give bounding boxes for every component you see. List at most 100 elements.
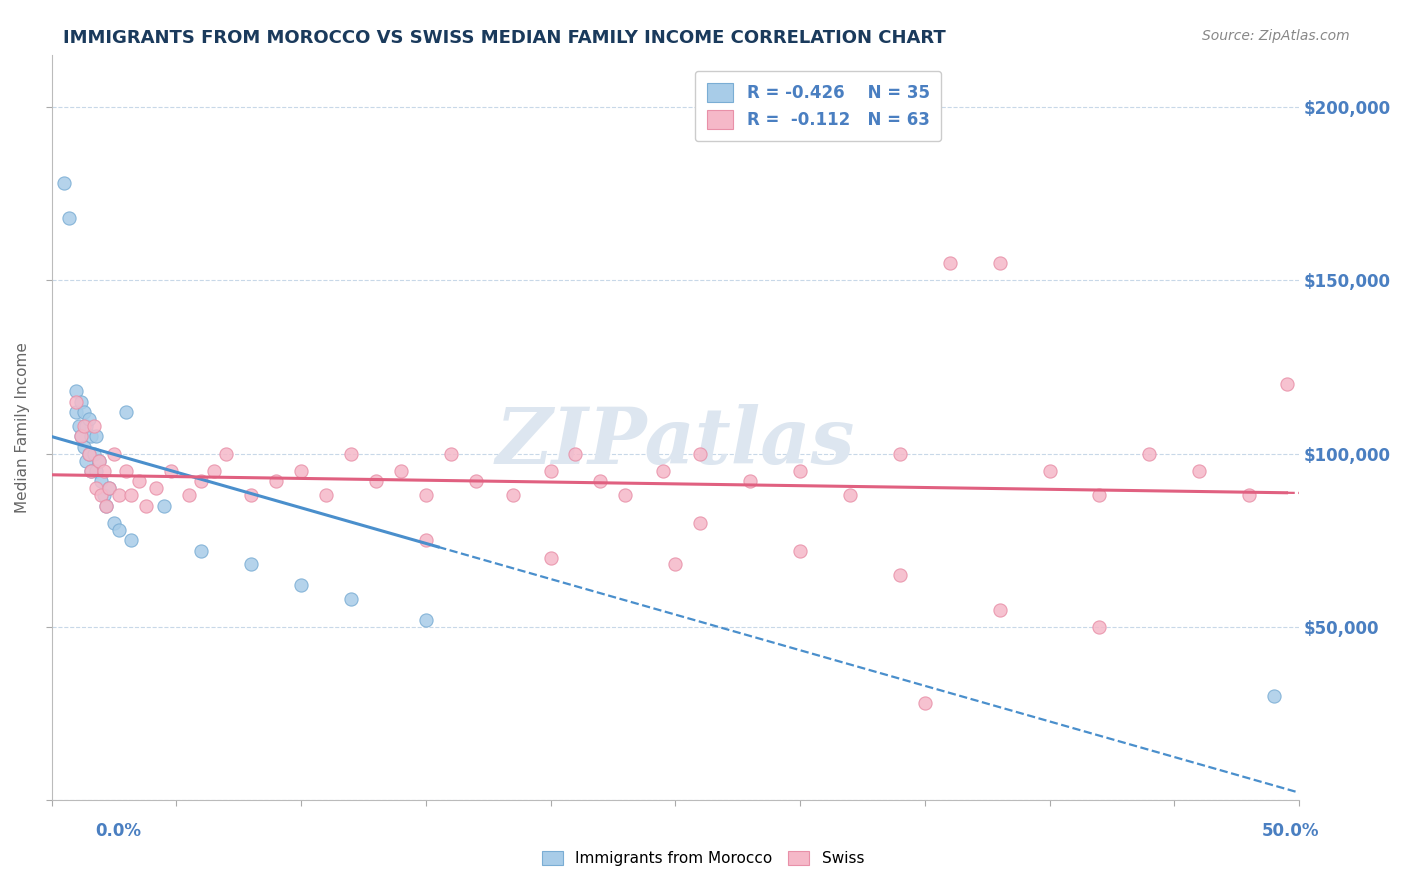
Point (115, 405, 138, 419)
Point (83, 418, 105, 433)
Point (80, 429, 103, 443)
Point (160, 464, 183, 478)
Point (70, 429, 93, 443)
Point (53, 177, 76, 191)
Point (315, 488, 337, 502)
Point (290, 578, 312, 592)
Text: IMMIGRANTS FROM MOROCCO VS SWISS MEDIAN FAMILY INCOME CORRELATION CHART: IMMIGRANTS FROM MOROCCO VS SWISS MEDIAN … (63, 29, 946, 46)
Point (789, 543, 811, 558)
Point (1275, 377, 1298, 392)
Point (96, 499, 118, 513)
Point (90, 475, 112, 489)
Point (128, 475, 150, 489)
Text: Source: ZipAtlas.com: Source: ZipAtlas.com (1202, 29, 1350, 43)
Point (988, 602, 1011, 616)
Point (70, 429, 93, 443)
Point (80, 464, 103, 478)
Point (80, 464, 103, 478)
Point (67, 418, 90, 433)
Point (290, 464, 312, 478)
Point (1088, 488, 1111, 502)
Point (540, 550, 562, 565)
Point (1188, 464, 1211, 478)
Text: 0.0%: 0.0% (96, 822, 142, 840)
Point (108, 488, 131, 502)
Point (364, 475, 387, 489)
Point (1088, 620, 1111, 634)
Point (789, 464, 811, 478)
Point (1038, 464, 1060, 478)
Legend: R = -0.426    N = 35, R =  -0.112   N = 63: R = -0.426 N = 35, R = -0.112 N = 63 (695, 71, 942, 141)
Point (1237, 488, 1260, 502)
Point (1137, 447, 1160, 461)
Point (73, 405, 96, 419)
Point (889, 447, 911, 461)
Point (103, 447, 125, 461)
Point (65, 405, 87, 419)
Point (651, 464, 673, 478)
Point (564, 447, 586, 461)
Point (340, 447, 363, 461)
Point (415, 488, 437, 502)
Point (190, 543, 212, 558)
Point (614, 488, 637, 502)
Point (1263, 689, 1285, 703)
Point (73, 418, 96, 433)
Point (589, 475, 612, 489)
Point (153, 499, 176, 513)
Point (75, 453, 97, 467)
Legend: Immigrants from Morocco, Swiss: Immigrants from Morocco, Swiss (534, 843, 872, 873)
Point (73, 440, 96, 454)
Point (838, 488, 860, 502)
Point (440, 447, 463, 461)
Point (135, 499, 157, 513)
Text: 50.0%: 50.0% (1261, 822, 1319, 840)
Point (97, 481, 120, 495)
Point (202, 464, 225, 478)
Text: ZIPatlas: ZIPatlas (495, 404, 855, 481)
Point (77, 447, 100, 461)
Point (90, 488, 112, 502)
Point (215, 447, 238, 461)
Point (988, 256, 1011, 270)
Point (77, 447, 100, 461)
Point (87, 453, 110, 467)
Point (190, 475, 212, 489)
Point (97, 481, 120, 495)
Point (340, 592, 363, 607)
Point (264, 475, 287, 489)
Point (96, 499, 118, 513)
Point (914, 696, 936, 710)
Point (464, 475, 486, 489)
Point (120, 533, 142, 548)
Point (502, 488, 524, 502)
Point (108, 523, 131, 537)
Point (93, 464, 115, 478)
Point (689, 447, 711, 461)
Point (103, 516, 125, 530)
Point (86, 429, 108, 443)
Point (120, 488, 142, 502)
Point (664, 558, 686, 572)
Point (87, 453, 110, 467)
Point (86, 464, 108, 478)
Point (740, 475, 762, 489)
Point (58, 211, 80, 225)
Point (240, 558, 263, 572)
Point (689, 516, 711, 530)
Point (115, 464, 138, 478)
Point (65, 384, 87, 399)
Point (83, 447, 105, 461)
Point (145, 481, 167, 495)
Point (889, 567, 911, 582)
Point (65, 394, 87, 409)
Point (70, 394, 93, 409)
Point (77, 412, 100, 426)
Point (240, 488, 263, 502)
Point (938, 256, 960, 270)
Point (75, 418, 97, 433)
Point (415, 613, 437, 627)
Point (540, 464, 562, 478)
Point (415, 533, 437, 548)
Point (86, 481, 108, 495)
